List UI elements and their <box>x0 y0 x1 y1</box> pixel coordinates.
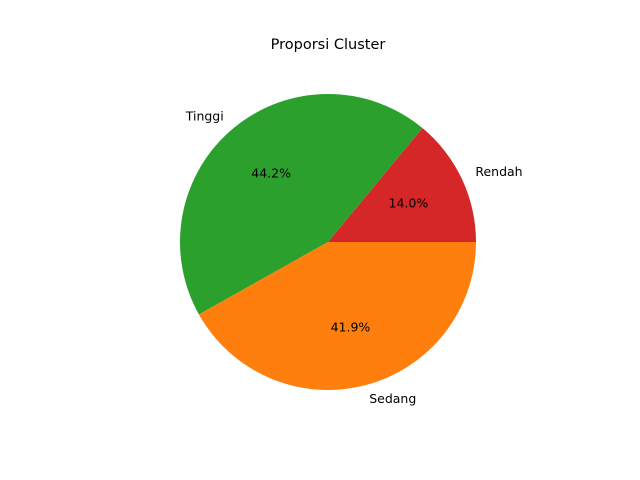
slice-label-tinggi: Tinggi <box>185 108 224 123</box>
percent-label-rendah: 14.0% <box>389 196 429 211</box>
pie-labels: Rendah 14.0% Tinggi 44.2% Sedang 41.9% <box>185 108 523 406</box>
slice-label-sedang: Sedang <box>369 391 416 406</box>
percent-label-sedang: 41.9% <box>331 319 371 334</box>
pie-slice-rendah <box>328 128 476 242</box>
slice-label-rendah: Rendah <box>475 164 522 179</box>
percent-label-tinggi: 44.2% <box>251 165 291 180</box>
pie-slice-tinggi <box>180 94 423 315</box>
chart-title: Proporsi Cluster <box>271 37 386 53</box>
pie-slices <box>180 94 476 391</box>
pie-slice-sedang <box>198 242 476 391</box>
